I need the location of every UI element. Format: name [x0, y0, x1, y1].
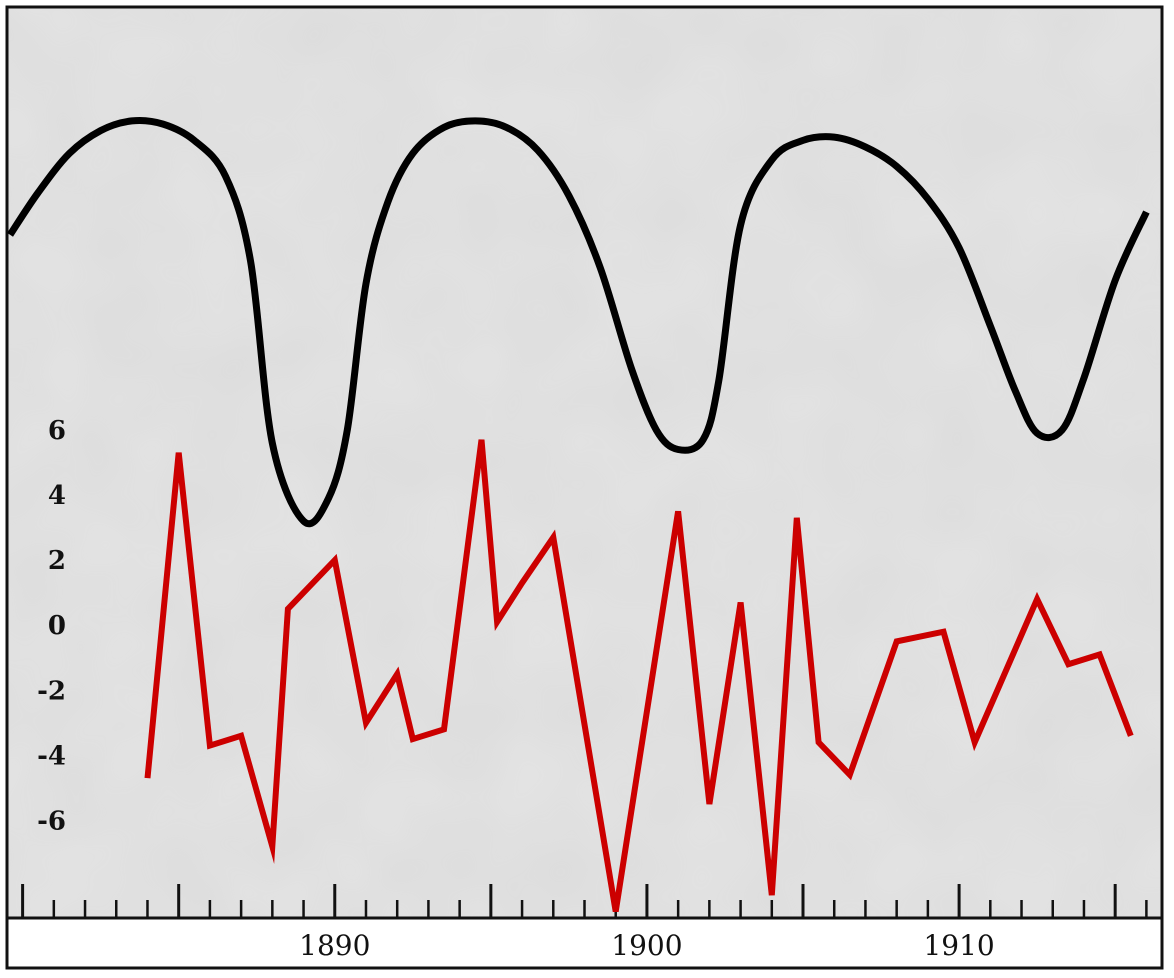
- series-line-black: [7, 116, 1150, 528]
- y-axis-labels: 6 4 2 0 -2 -4 -6: [37, 416, 66, 836]
- plot-frame: [5, 5, 1164, 970]
- x-tick-label: 1910: [923, 929, 994, 962]
- y-tick-label: 4: [48, 481, 66, 511]
- y-tick-label: 2: [48, 546, 66, 576]
- y-tick-label: -4: [37, 741, 66, 771]
- x-tick-label: 1890: [299, 929, 370, 962]
- x-axis-ticks: [21, 884, 1148, 918]
- y-tick-label: -2: [37, 676, 66, 706]
- plot-background-texture: [7, 7, 1162, 918]
- series-layer: [7, 116, 1150, 912]
- x-tick-label: 1900: [611, 929, 682, 962]
- y-tick-label: -6: [37, 806, 66, 836]
- y-tick-label: 0: [48, 611, 66, 641]
- series-line-red: [144, 439, 1134, 912]
- x-axis-labels: 1890 1900 1910: [299, 929, 995, 962]
- y-tick-label: 6: [48, 416, 66, 446]
